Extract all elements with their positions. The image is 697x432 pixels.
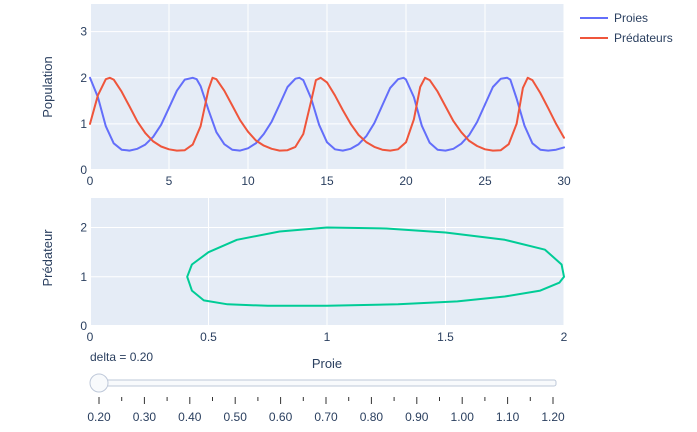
time-series-plot: 0 5 10 15 20 25 30 0 1 2 3 Population xyxy=(40,4,571,188)
plot2-x-tick-label: 0.5 xyxy=(200,330,217,344)
slider-tick-label[interactable]: 0.90 xyxy=(405,410,429,424)
phase-plot: 0 0.5 1 1.5 2 0 1 2 Prédateur Proie xyxy=(40,198,568,371)
plot2-y-axis-label: Prédateur xyxy=(40,229,55,287)
slider-tick-label[interactable]: 0.20 xyxy=(87,410,111,424)
plot1-y-tick-label: 3 xyxy=(80,25,87,39)
legend-predateurs-label[interactable]: Prédateurs xyxy=(614,31,673,45)
plot2-x-tick-label: 1 xyxy=(324,330,331,344)
plot2-x-tick-label: 0 xyxy=(87,330,94,344)
legend: Proies Prédateurs xyxy=(580,11,673,45)
plot2-series-cycle-line[interactable] xyxy=(186,226,565,307)
slider-tick-label[interactable]: 0.50 xyxy=(224,410,248,424)
legend-proies-label[interactable]: Proies xyxy=(614,11,648,25)
plot1-x-tick-label: 0 xyxy=(87,174,94,188)
plot1-y-tick-label: 0 xyxy=(80,163,87,177)
plot1-x-tick-label: 5 xyxy=(166,174,173,188)
slider-tick-label[interactable]: 1.00 xyxy=(451,410,475,424)
plot2-y-tick-label: 0 xyxy=(80,319,87,333)
plot1-x-tick-label: 15 xyxy=(320,174,334,188)
plot2-x-axis-label: Proie xyxy=(312,356,342,371)
plot1-y-tick-label: 2 xyxy=(80,71,87,85)
plot1-y-axis-label: Population xyxy=(40,56,55,117)
slider-handle[interactable] xyxy=(89,373,109,393)
slider-tick-label[interactable]: 1.10 xyxy=(496,410,520,424)
slider-rail[interactable] xyxy=(91,379,557,387)
plot2-y-tick-label: 1 xyxy=(80,270,87,284)
slider-tick-label[interactable]: 0.40 xyxy=(178,410,202,424)
plot1-x-tick-label: 20 xyxy=(399,174,413,188)
slider-tick-label[interactable]: 0.80 xyxy=(360,410,384,424)
plot2-y-tick-label: 2 xyxy=(80,221,87,235)
plot2-x-tick-label: 1.5 xyxy=(437,330,454,344)
plot1-y-tick-label: 1 xyxy=(80,117,87,131)
slider-tick-label[interactable]: 0.70 xyxy=(314,410,338,424)
plot1-series-prdateurs-line[interactable] xyxy=(89,76,565,152)
plot1-x-tick-label: 25 xyxy=(478,174,492,188)
slider-tick-label[interactable]: 0.30 xyxy=(133,410,157,424)
plot1-x-tick-label: 30 xyxy=(557,174,571,188)
plot2-x-tick-label: 2 xyxy=(561,330,568,344)
slider-current-value-label: delta = 0.20 xyxy=(90,350,153,364)
plot1-x-tick-label: 10 xyxy=(241,174,255,188)
delta-slider[interactable]: delta = 0.20 0.20 0.30 0.40 0.50 0.60 0.70 0.8… xyxy=(87,350,565,424)
slider-tick-label[interactable]: 0.60 xyxy=(269,410,293,424)
plot1-series-proies-line[interactable] xyxy=(89,76,565,152)
slider-tick-label[interactable]: 1.20 xyxy=(541,410,565,424)
